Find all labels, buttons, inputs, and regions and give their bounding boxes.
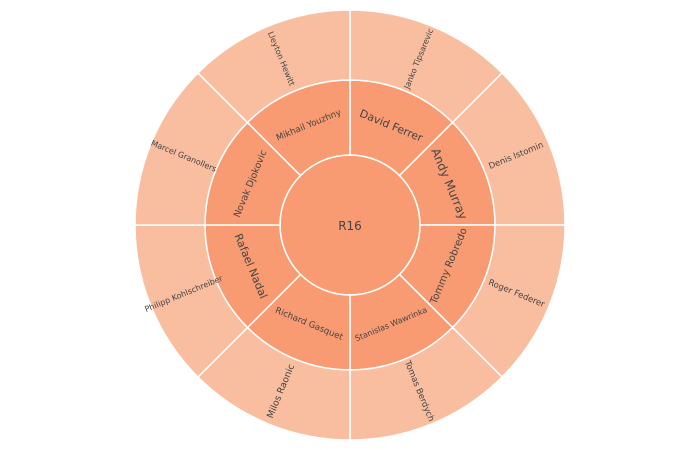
sunburst-segment-lleyton-hewitt[interactable] [196,9,351,124]
sunburst-root-label: R16 [338,219,362,233]
